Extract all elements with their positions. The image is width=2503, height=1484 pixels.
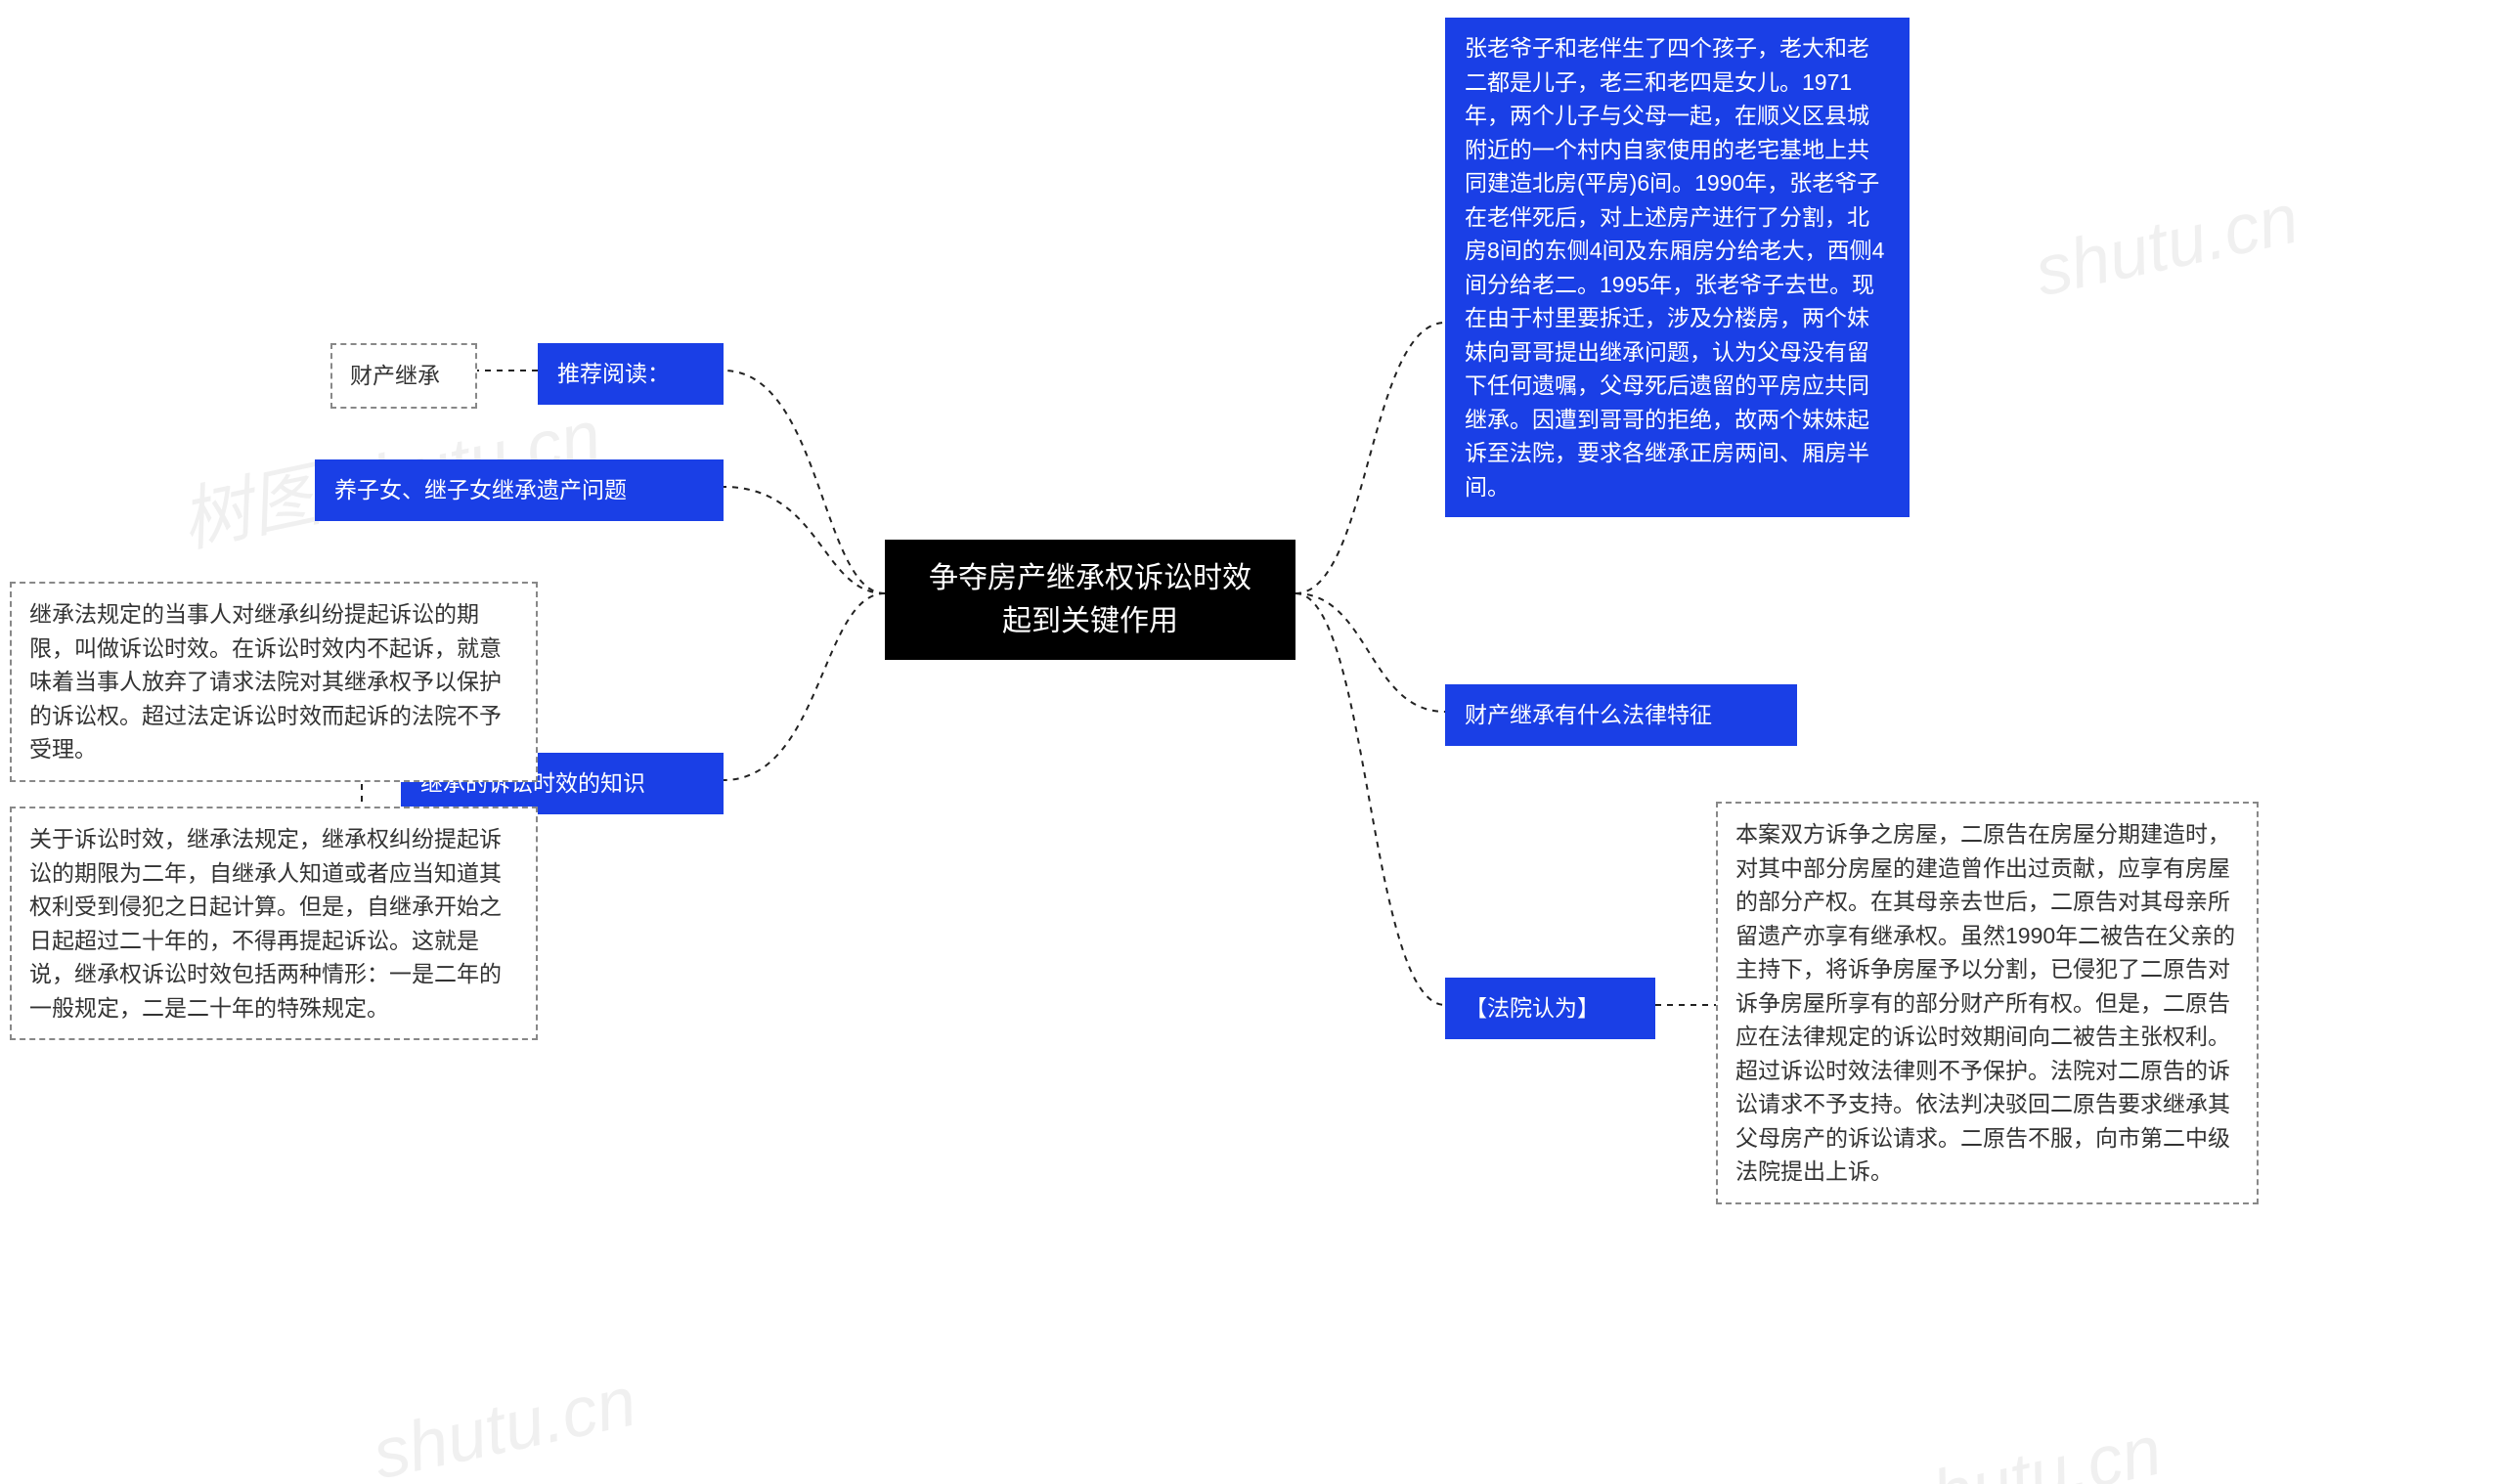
root-node[interactable]: 争夺房产继承权诉讼时效 起到关键作用 — [885, 540, 1295, 660]
branch-label: 养子女、继子女继承遗产问题 — [334, 477, 627, 502]
branch-case-story[interactable]: 张老爷子和老伴生了四个孩子，老大和老二都是儿子，老三和老四是女儿。1971年，两… — [1445, 18, 1910, 517]
branch-adopted-children[interactable]: 养子女、继子女继承遗产问题 — [315, 459, 724, 521]
watermark: shutu.cn — [2028, 179, 2305, 313]
branch-recommended-reading[interactable]: 推荐阅读： — [538, 343, 724, 405]
branch-court-opinion[interactable]: 【法院认为】 — [1445, 978, 1655, 1039]
leaf-limitation-def[interactable]: 继承法规定的当事人对继承纠纷提起诉讼的期限，叫做诉讼时效。在诉讼时效内不起诉，就… — [10, 582, 538, 782]
watermark: shutu.cn — [366, 1362, 642, 1484]
watermark: shutu.cn — [1891, 1411, 2168, 1484]
leaf-court-opinion-text[interactable]: 本案双方诉争之房屋，二原告在房屋分期建造时，对其中部分房屋的建造曾作出过贡献，应… — [1716, 802, 2259, 1204]
root-label: 争夺房产继承权诉讼时效 起到关键作用 — [929, 562, 1252, 637]
leaf-limitation-period[interactable]: 关于诉讼时效，继承法规定，继承权纠纷提起诉讼的期限为二年，自继承人知道或者应当知… — [10, 807, 538, 1040]
branch-label: 【法院认为】 — [1465, 995, 1600, 1021]
leaf-text: 财产继承 — [350, 363, 440, 388]
case-text: 张老爷子和老伴生了四个孩子，老大和老二都是儿子，老三和老四是女儿。1971年，两… — [1465, 35, 1884, 500]
branch-legal-features[interactable]: 财产继承有什么法律特征 — [1445, 684, 1797, 746]
leaf-property-inheritance[interactable]: 财产继承 — [330, 343, 477, 409]
leaf-text: 本案双方诉争之房屋，二原告在房屋分期建造时，对其中部分房屋的建造曾作出过贡献，应… — [1735, 821, 2235, 1184]
branch-label: 推荐阅读： — [557, 361, 670, 386]
branch-label: 财产继承有什么法律特征 — [1465, 702, 1712, 727]
leaf-text: 继承法规定的当事人对继承纠纷提起诉讼的期限，叫做诉讼时效。在诉讼时效内不起诉，就… — [29, 601, 502, 762]
leaf-text: 关于诉讼时效，继承法规定，继承权纠纷提起诉讼的期限为二年，自继承人知道或者应当知… — [29, 826, 502, 1021]
